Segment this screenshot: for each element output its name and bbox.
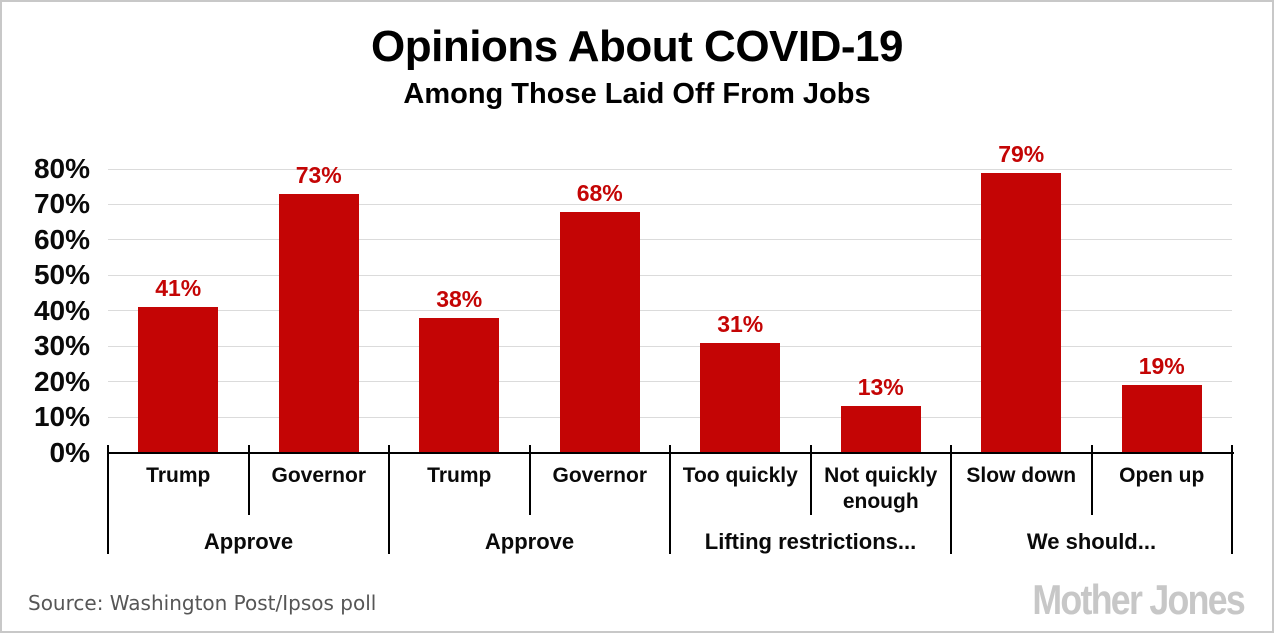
bar-8	[1121, 385, 1202, 453]
y-tick-label-30: 30%	[33, 330, 90, 362]
group-separator-4	[669, 445, 671, 554]
y-tick-label-20: 20%	[33, 365, 90, 397]
category-separator-3	[528, 445, 531, 515]
category-separator-7	[1090, 445, 1093, 515]
bar-value-7: 79%	[998, 140, 1045, 167]
bar-value-4: 68%	[576, 179, 623, 206]
x-axis-line	[108, 451, 1234, 454]
group-label-4: We should...	[1026, 529, 1157, 554]
y-tick-label-60: 60%	[33, 223, 90, 255]
bar-5	[700, 342, 781, 453]
chart-title: Opinions About COVID-19	[371, 22, 903, 71]
y-tick-label-0: 0%	[49, 436, 90, 468]
gridline-80	[108, 168, 1232, 170]
category-label-6: Not quickly enough	[824, 464, 938, 513]
category-label-8: Open up	[1119, 464, 1205, 487]
gridline-10	[108, 416, 1232, 418]
bar-7	[981, 172, 1062, 453]
category-label-3: Trump	[427, 464, 492, 487]
gridline-70	[108, 203, 1232, 205]
group-label-3: Lifting restrictions...	[704, 529, 917, 554]
chart-subtitle: Among Those Laid Off From Jobs	[403, 78, 871, 110]
bar-1	[138, 307, 219, 453]
mother-jones-logo: Mother Jones	[1032, 576, 1245, 623]
category-label-2: Governor	[271, 464, 367, 487]
bar-value-3: 38%	[436, 285, 483, 312]
category-separator-5	[809, 445, 812, 515]
gridline-40	[108, 310, 1232, 312]
category-separator-1	[247, 445, 250, 515]
bar-value-2: 73%	[295, 161, 342, 188]
bar-4	[559, 211, 640, 453]
y-tick-label-10: 10%	[33, 401, 90, 433]
y-tick-label-80: 80%	[33, 153, 90, 184]
group-label-1: Approve	[203, 529, 294, 554]
gridline-50	[108, 274, 1232, 276]
bar-2	[278, 193, 359, 453]
bar-value-6: 13%	[857, 374, 904, 401]
bar-3	[419, 317, 500, 453]
gridline-30	[108, 345, 1232, 347]
category-label-1: Trump	[146, 464, 211, 487]
gridline-60	[108, 239, 1232, 241]
group-separator-2	[388, 445, 390, 554]
group-separator-6	[950, 445, 952, 554]
y-tick-label-50: 50%	[33, 259, 90, 291]
y-tick-label-40: 40%	[33, 294, 90, 326]
source-note: Source: Washington Post/Ipsos poll	[28, 591, 377, 615]
gridline-20	[108, 381, 1232, 383]
group-separator-8	[1231, 445, 1233, 554]
category-label-4: Governor	[552, 464, 648, 487]
category-label-7: Slow down	[966, 464, 1077, 487]
bar-value-1: 41%	[155, 275, 202, 302]
category-label-5: Too quickly	[682, 464, 798, 487]
bar-6	[840, 406, 921, 453]
y-tick-label-70: 70%	[33, 188, 90, 220]
bar-value-5: 31%	[717, 310, 764, 337]
group-separator-0	[107, 445, 109, 554]
bar-value-8: 19%	[1138, 353, 1185, 380]
group-label-2: Approve	[484, 529, 575, 554]
